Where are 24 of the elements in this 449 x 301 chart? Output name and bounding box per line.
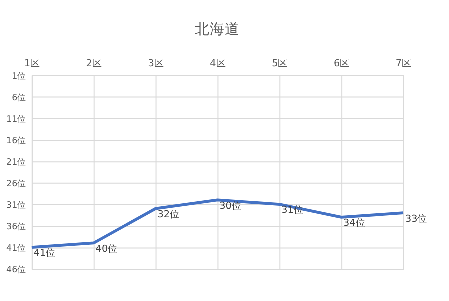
x-tick-label: 1区 [24, 58, 40, 70]
y-tick-label: 41位 [6, 242, 27, 254]
x-tick-label: 6区 [334, 58, 350, 70]
y-tick-label: 21位 [6, 156, 27, 168]
x-tick-label: 2区 [86, 58, 102, 70]
x-tick-label: 5区 [272, 58, 288, 70]
y-tick-label: 31位 [6, 200, 27, 211]
x-tick-label: 4区 [210, 58, 226, 70]
data-label: 33位 [405, 212, 428, 225]
y-tick-label: 1位 [12, 70, 27, 82]
x-tick-label: 7区 [396, 58, 412, 70]
data-label: 40位 [96, 242, 118, 255]
y-tick-label: 36位 [6, 221, 27, 232]
y-tick-label: 46位 [6, 264, 27, 276]
data-label: 34位 [344, 217, 366, 230]
data-label: 30位 [220, 200, 242, 212]
data-label: 41位 [34, 247, 56, 260]
chart-title: 北海道 [195, 20, 240, 38]
y-tick-label: 6位 [12, 92, 27, 104]
y-tick-label: 26位 [6, 178, 27, 190]
y-tick-label: 16位 [6, 135, 27, 146]
x-tick-label: 3区 [148, 58, 164, 70]
data-label: 32位 [158, 208, 180, 221]
y-tick-label: 11位 [6, 114, 27, 125]
